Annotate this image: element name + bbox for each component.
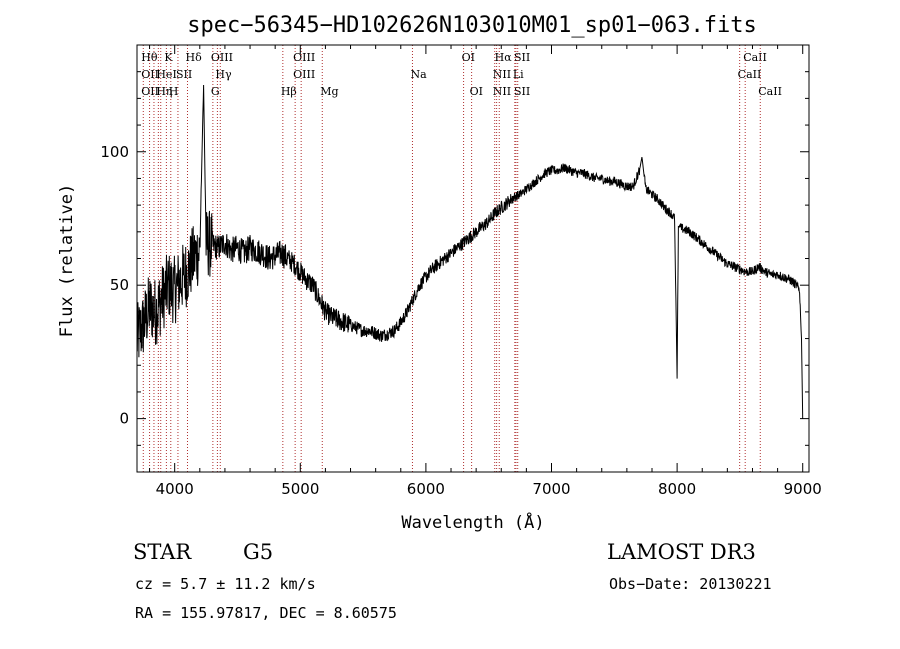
x-tick-label-5: 9000: [784, 480, 822, 498]
marker-label-3-0: HeI: [156, 68, 176, 81]
plot-frame: [136, 44, 810, 473]
marker-label-25-0: CaII: [738, 68, 762, 81]
marker-label-7-0: SII: [176, 68, 192, 81]
axis-ticks: 4000 5000 6000 7000 8000 9000 0 50 100: [100, 45, 822, 498]
marker-label-12-0: Hβ: [281, 85, 297, 98]
y-tick-label-0: 0: [119, 410, 129, 428]
chart-title: spec−56345−HD102626N103010M01_sp01−063.f…: [187, 13, 757, 38]
marker-label-22-0: Li: [513, 68, 524, 81]
x-tick-label-2: 6000: [407, 480, 445, 498]
y-tick-label-1: 50: [110, 276, 129, 294]
x-tick-label-1: 5000: [281, 480, 319, 498]
spectrum-series: [136, 84, 804, 419]
marker-label-0-2: OII: [141, 85, 159, 98]
marker-label-18-0: OI: [470, 85, 483, 98]
marker-label-17-0: OI: [462, 51, 475, 64]
object-subclass: G5: [243, 540, 274, 564]
marker-label-26-0: CaII: [743, 51, 767, 64]
spectrum-line: [136, 84, 804, 419]
x-tick-label-0: 4000: [156, 480, 194, 498]
marker-label-10-0: Hγ: [215, 68, 232, 81]
marker-label-19-1: NII: [493, 85, 511, 98]
coordinates: RA = 155.97817, DEC = 8.60575: [135, 604, 397, 622]
marker-label-5-0: K: [164, 51, 173, 64]
marker-label-20-0: Hα: [495, 51, 513, 64]
marker-label-9-1: G: [211, 85, 220, 98]
marker-label-19-0: NII: [493, 68, 511, 81]
marker-label-6-0: H: [169, 85, 179, 98]
x-tick-label-3: 7000: [532, 480, 570, 498]
x-tick-label-4: 8000: [658, 480, 696, 498]
y-tick-label-2: 100: [100, 143, 129, 161]
marker-label-13-0: OIII: [293, 51, 315, 64]
marker-label-27-0: CaII: [758, 85, 782, 98]
marker-label-9-0: OIII: [211, 51, 233, 64]
marker-label-16-0: Na: [410, 68, 427, 81]
survey-name: LAMOST DR3: [607, 540, 756, 564]
redshift-cz: cz = 5.7 ± 11.2 km/s: [135, 575, 316, 593]
marker-label-0-1: OII: [141, 68, 159, 81]
marker-label-15-0: Mg: [320, 85, 338, 98]
observation-date: Obs−Date: 20130221: [609, 575, 772, 593]
marker-label-3-1: Hη: [156, 85, 172, 98]
y-axis-label: Flux (relative): [57, 184, 77, 338]
marker-label-8-0: Hδ: [185, 51, 202, 64]
marker-label-23-0: SII: [514, 51, 530, 64]
x-axis-label: Wavelength (Å): [401, 511, 544, 533]
marker-label-13-1: OIII: [293, 68, 315, 81]
marker-label-23-1: SII: [514, 85, 530, 98]
object-class: STAR: [133, 540, 192, 564]
